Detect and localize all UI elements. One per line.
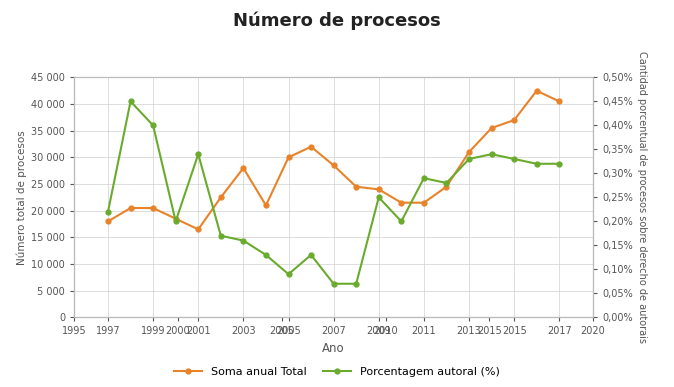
Soma anual Total: [532, 88, 541, 93]
Porcentagem autoral (%): [555, 161, 563, 166]
Porcentagem autoral (%): [104, 209, 112, 214]
Legend: Soma anual Total, Porcentagem autoral (%): Soma anual Total, Porcentagem autoral (%…: [170, 363, 504, 382]
Y-axis label: Número total de procesos: Número total de procesos: [16, 130, 27, 265]
Porcentagem autoral (%): [330, 281, 338, 286]
Soma anual Total: [127, 206, 135, 211]
Soma anual Total: [104, 219, 112, 224]
Y-axis label: Cantidad porcentual de procesos sobre derecho de autorais: Cantidad porcentual de procesos sobre de…: [637, 51, 647, 343]
Soma anual Total: [510, 118, 518, 122]
Porcentagem autoral (%): [194, 152, 202, 156]
Soma anual Total: [149, 206, 157, 211]
Soma anual Total: [375, 187, 383, 192]
Porcentagem autoral (%): [487, 152, 495, 156]
Porcentagem autoral (%): [262, 253, 270, 257]
Soma anual Total: [352, 184, 360, 189]
Porcentagem autoral (%): [239, 238, 247, 243]
Soma anual Total: [217, 195, 225, 200]
Porcentagem autoral (%): [127, 99, 135, 104]
Porcentagem autoral (%): [307, 253, 315, 257]
Porcentagem autoral (%): [442, 181, 450, 185]
Soma anual Total: [465, 150, 473, 154]
Porcentagem autoral (%): [284, 272, 293, 276]
Line: Soma anual Total: Soma anual Total: [106, 88, 561, 232]
Line: Porcentagem autoral (%): Porcentagem autoral (%): [106, 99, 561, 286]
Porcentagem autoral (%): [375, 195, 383, 200]
Porcentagem autoral (%): [465, 157, 473, 161]
Soma anual Total: [262, 203, 270, 208]
Porcentagem autoral (%): [532, 161, 541, 166]
Soma anual Total: [442, 184, 450, 189]
X-axis label: Ano: Ano: [322, 342, 345, 355]
Soma anual Total: [420, 200, 428, 205]
Porcentagem autoral (%): [510, 157, 518, 161]
Soma anual Total: [330, 163, 338, 168]
Porcentagem autoral (%): [397, 219, 405, 224]
Porcentagem autoral (%): [420, 176, 428, 180]
Porcentagem autoral (%): [217, 233, 225, 238]
Porcentagem autoral (%): [352, 281, 360, 286]
Porcentagem autoral (%): [149, 123, 157, 128]
Soma anual Total: [172, 216, 180, 221]
Soma anual Total: [487, 126, 495, 130]
Soma anual Total: [194, 227, 202, 232]
Soma anual Total: [307, 144, 315, 149]
Porcentagem autoral (%): [172, 219, 180, 224]
Soma anual Total: [284, 155, 293, 160]
Soma anual Total: [555, 99, 563, 104]
Soma anual Total: [239, 166, 247, 170]
Text: Número de procesos: Número de procesos: [233, 12, 441, 30]
Soma anual Total: [397, 200, 405, 205]
